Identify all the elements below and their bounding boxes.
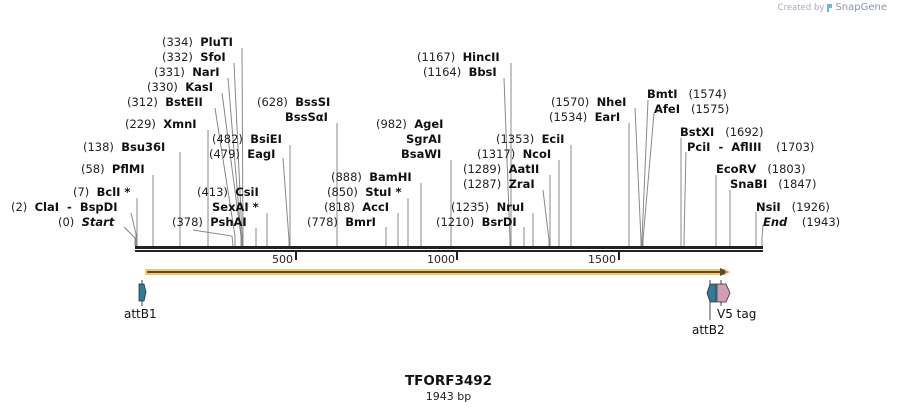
- snapgene-watermark: Created by SnapGene: [778, 2, 887, 13]
- site-label[interactable]: (1235) NruI: [451, 200, 525, 214]
- site-label[interactable]: (1289) AatII: [463, 162, 540, 176]
- site-label[interactable]: (982) AgeI: [376, 117, 444, 131]
- site-label[interactable]: BssSαI: [285, 110, 328, 124]
- site-label[interactable]: BsaWI: [401, 147, 442, 161]
- watermark-brand: SnapGene: [835, 2, 887, 13]
- site-label[interactable]: BmtI (1574): [647, 87, 727, 101]
- ruler-ticks: [295, 252, 620, 260]
- site-label[interactable]: (778) BmrI: [307, 215, 376, 229]
- ruler-label-1500: 1500: [588, 253, 616, 266]
- site-label[interactable]: (0) Start: [58, 215, 115, 229]
- attb1-label[interactable]: attB1: [124, 307, 157, 321]
- site-label[interactable]: (58) PflMI: [81, 162, 145, 176]
- site-label[interactable]: (2) ClaI - BspDI: [11, 200, 118, 214]
- snapgene-logo-icon: [827, 3, 833, 12]
- site-label[interactable]: (850) StuI *: [327, 185, 402, 199]
- site-label[interactable]: (1167) HincII: [417, 50, 500, 64]
- site-label[interactable]: NsiI (1926): [756, 200, 830, 214]
- site-label[interactable]: (334) PluTI: [162, 35, 233, 49]
- site-label[interactable]: (312) BstEII: [127, 95, 203, 109]
- site-label[interactable]: (1210) BsrDI: [436, 215, 517, 229]
- site-label[interactable]: End (1943): [763, 215, 841, 229]
- site-label[interactable]: (378) PshAI: [172, 215, 247, 229]
- watermark-prefix: Created by: [777, 2, 825, 13]
- site-label[interactable]: (818) AccI: [324, 200, 390, 214]
- site-label[interactable]: SexAI *: [212, 200, 259, 214]
- site-label[interactable]: (138) Bsu36I: [83, 140, 166, 154]
- attb1-feature[interactable]: [138, 280, 147, 306]
- site-label[interactable]: (1287) ZraI: [463, 177, 535, 191]
- cut-site-lines: [123, 47, 764, 247]
- ruler-label-1000: 1000: [427, 253, 455, 266]
- site-label[interactable]: EcoRV (1803): [716, 162, 806, 176]
- orf-arrow[interactable]: [145, 268, 731, 276]
- site-label[interactable]: (1534) EarI: [549, 110, 621, 124]
- site-label[interactable]: (413) CsiI: [197, 185, 259, 199]
- v5-tag-label[interactable]: V5 tag: [717, 307, 757, 321]
- attb2-label[interactable]: attB2: [692, 323, 725, 337]
- site-label[interactable]: (7) BclI *: [73, 185, 131, 199]
- site-label[interactable]: AfeI (1575): [654, 102, 730, 116]
- attb2-feature[interactable]: [706, 280, 717, 320]
- sequence-length: 1943 bp: [425, 390, 472, 403]
- site-label[interactable]: (332) SfoI: [162, 50, 226, 64]
- site-label[interactable]: (331) NarI: [154, 65, 220, 79]
- site-label[interactable]: (482) BsiEI: [212, 132, 282, 146]
- v5-tag-feature[interactable]: [716, 280, 731, 306]
- site-label[interactable]: (1317) NcoI: [477, 147, 552, 161]
- site-label[interactable]: SgrAI: [406, 132, 442, 146]
- site-label[interactable]: BstXI (1692): [680, 125, 764, 139]
- site-label[interactable]: (330) KasI: [147, 80, 214, 94]
- site-label[interactable]: (1570) NheI: [551, 95, 627, 109]
- site-label[interactable]: PciI - AflIII (1703): [687, 140, 815, 154]
- sequence-title: TFORF3492: [404, 373, 493, 389]
- backbone-top-strand: [135, 246, 763, 249]
- site-label[interactable]: (479) EagI: [209, 147, 276, 161]
- site-label[interactable]: (1164) BbsI: [423, 65, 497, 79]
- site-label[interactable]: (628) BssSI: [257, 95, 331, 109]
- site-label[interactable]: (1353) EciI: [496, 132, 565, 146]
- site-label[interactable]: SnaBI (1847): [730, 177, 817, 191]
- backbone-bottom-strand: [135, 250, 763, 252]
- ruler-label-500: 500: [272, 253, 293, 266]
- site-label[interactable]: (888) BamHI: [331, 170, 412, 184]
- site-label[interactable]: (229) XmnI: [125, 117, 197, 131]
